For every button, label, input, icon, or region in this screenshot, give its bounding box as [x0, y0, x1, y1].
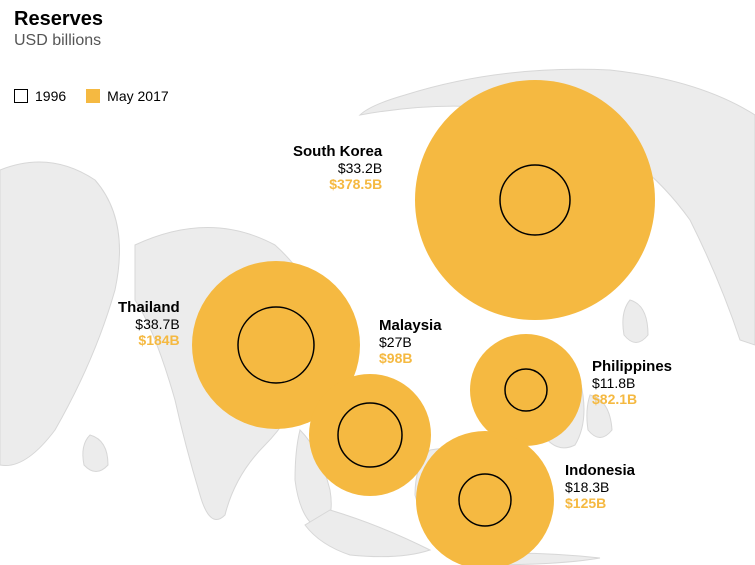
value-1996: $18.3B [565, 479, 635, 495]
label-malaysia: Malaysia$27B$98B [379, 317, 442, 366]
bubble-2017-indonesia [416, 431, 554, 565]
bubble-2017-south-korea [415, 80, 655, 320]
country-name: Malaysia [379, 317, 442, 334]
label-indonesia: Indonesia$18.3B$125B [565, 462, 635, 511]
label-thailand: Thailand$38.7B$184B [118, 299, 180, 348]
bubble-2017-malaysia [309, 374, 431, 496]
value-2017: $184B [118, 332, 180, 348]
value-1996: $27B [379, 334, 442, 350]
country-name: South Korea [293, 143, 382, 160]
label-south-korea: South Korea$33.2B$378.5B [293, 143, 382, 192]
bubble-2017-philippines [470, 334, 582, 446]
country-name: Philippines [592, 358, 672, 375]
value-1996: $33.2B [293, 160, 382, 176]
value-2017: $82.1B [592, 391, 672, 407]
map-svg [0, 0, 755, 565]
value-2017: $98B [379, 350, 442, 366]
country-name: Indonesia [565, 462, 635, 479]
country-name: Thailand [118, 299, 180, 316]
value-2017: $125B [565, 495, 635, 511]
value-1996: $11.8B [592, 375, 672, 391]
label-philippines: Philippines$11.8B$82.1B [592, 358, 672, 407]
value-1996: $38.7B [118, 316, 180, 332]
reserves-map-chart: Reserves USD billions 1996 May 2017 [0, 0, 755, 565]
value-2017: $378.5B [293, 176, 382, 192]
